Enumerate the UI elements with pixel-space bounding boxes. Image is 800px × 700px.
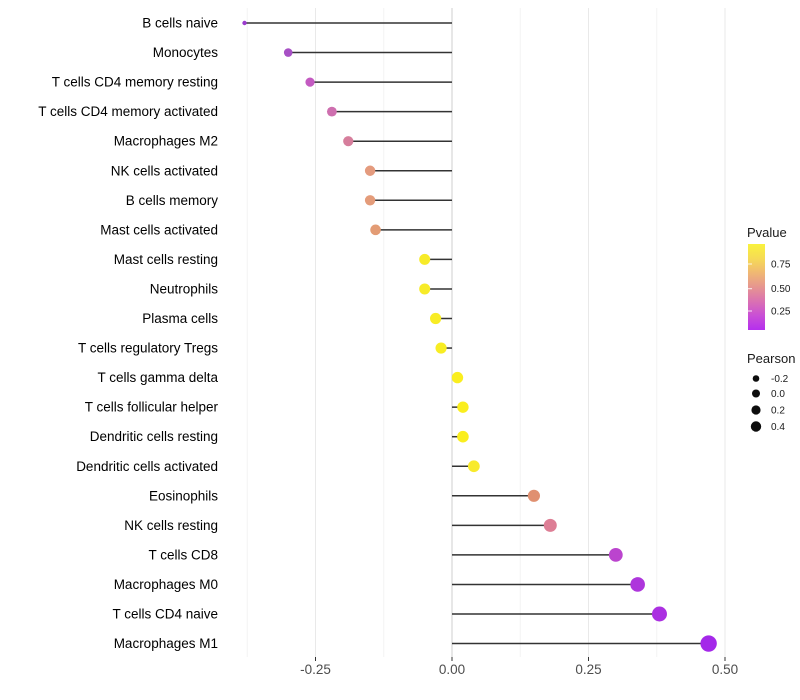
category-label: NK cells resting <box>124 518 218 533</box>
lollipop-dot <box>700 635 717 652</box>
category-label: T cells follicular helper <box>85 400 219 415</box>
category-label: Mast cells resting <box>114 252 218 267</box>
pvalue-colorbar <box>748 244 765 330</box>
category-label: B cells memory <box>126 193 219 208</box>
x-tick-label: 0.50 <box>712 662 738 677</box>
size-legend-dot <box>750 421 762 432</box>
lollipop-dot <box>435 342 447 354</box>
lollipop-dot <box>326 106 337 117</box>
colorbar-tick-label: 0.75 <box>771 260 791 271</box>
colorbar-tick-label: 0.25 <box>771 307 791 318</box>
category-label: NK cells activated <box>111 163 218 178</box>
lollipop-dot <box>457 401 469 413</box>
category-label: Plasma cells <box>142 311 218 326</box>
category-label: Eosinophils <box>149 488 218 503</box>
lollipop-dot <box>364 195 376 206</box>
size-legend-label: 0.2 <box>771 406 785 417</box>
category-label: Dendritic cells resting <box>90 429 218 444</box>
x-tick-label: -0.25 <box>300 662 331 677</box>
lollipop-dot <box>608 548 623 562</box>
size-legend-dot <box>752 375 760 382</box>
category-label: T cells CD4 memory resting <box>52 75 218 90</box>
category-label: Mast cells activated <box>100 222 218 237</box>
lollipop-dot <box>543 518 557 532</box>
size-legend-dot <box>751 405 761 415</box>
category-label: Neutrophils <box>150 281 219 296</box>
lollipop-dot <box>283 48 293 57</box>
category-label: T cells regulatory Tregs <box>78 341 218 356</box>
category-label: B cells naive <box>142 16 218 31</box>
category-label: T cells gamma delta <box>97 370 218 385</box>
size-legend-label: 0.0 <box>771 389 785 400</box>
lollipop-dot <box>242 20 247 26</box>
x-tick-label: 0.25 <box>575 662 601 677</box>
lollipop-dot <box>370 224 381 236</box>
lollipop-dot <box>467 460 480 473</box>
size-legend-label: 0.4 <box>771 422 785 433</box>
lollipop-dot <box>651 606 667 622</box>
category-label: Macrophages M1 <box>114 636 218 651</box>
lollipop-dot <box>457 430 469 443</box>
lollipop-dot <box>630 577 645 592</box>
lollipop-dot <box>419 283 431 295</box>
size-legend-label: -0.2 <box>771 374 789 385</box>
category-label: Dendritic cells activated <box>76 459 218 474</box>
lollipop-dot <box>305 77 315 87</box>
category-label: T cells CD4 naive <box>112 607 218 622</box>
lollipop-dot <box>527 489 541 502</box>
x-tick-label: 0.00 <box>439 662 465 677</box>
lollipop-dot <box>343 136 354 147</box>
pearson-legend-title: Pearson <box>747 351 796 366</box>
category-label: Monocytes <box>153 45 219 60</box>
category-label: T cells CD4 memory activated <box>38 104 218 119</box>
category-label: Macrophages M2 <box>114 134 218 149</box>
lollipop-dot <box>451 371 464 384</box>
lollipop-dot <box>430 312 442 325</box>
lollipop-dot <box>419 253 431 265</box>
lollipop-dot <box>364 165 376 176</box>
size-legend-dot <box>752 389 760 398</box>
colorbar-tick-label: 0.50 <box>771 284 791 295</box>
pvalue-legend-title: Pvalue <box>747 225 787 240</box>
category-label: Macrophages M0 <box>114 577 218 592</box>
category-label: T cells CD8 <box>148 547 218 562</box>
